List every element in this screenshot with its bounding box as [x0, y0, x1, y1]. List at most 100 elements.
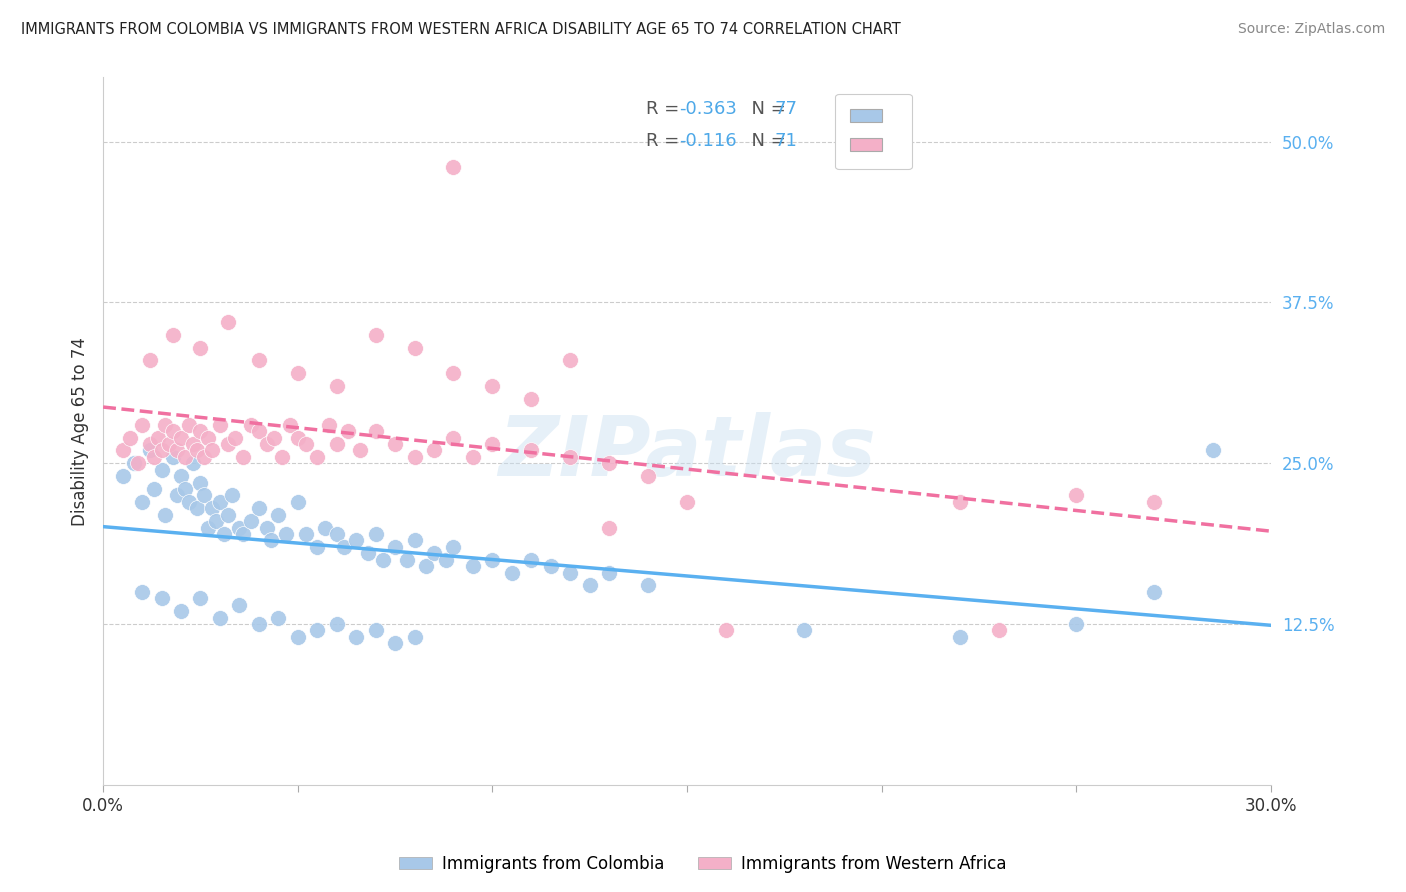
Point [325, 379, 347, 393]
Point [201, 443, 224, 458]
Legend: Immigrants from Colombia, Immigrants from Western Africa: Immigrants from Colombia, Immigrants fro… [392, 848, 1014, 880]
Point [208, 610, 231, 624]
Point [337, 424, 360, 438]
Text: R =: R = [647, 100, 685, 119]
Point [205, 514, 228, 528]
Point [256, 520, 278, 534]
Point [423, 443, 446, 458]
Point [212, 527, 235, 541]
Point [256, 437, 278, 451]
Point [676, 495, 699, 509]
Point [263, 431, 285, 445]
Point [162, 424, 184, 438]
Text: N =: N = [740, 132, 792, 150]
Point [404, 450, 426, 464]
Point [267, 508, 290, 522]
Point [364, 527, 387, 541]
Point [170, 604, 193, 618]
Point [166, 488, 188, 502]
Point [443, 161, 465, 175]
Point [307, 450, 329, 464]
Point [170, 431, 193, 445]
Point [987, 624, 1010, 638]
Point [170, 469, 193, 483]
Text: Source: ZipAtlas.com: Source: ZipAtlas.com [1237, 22, 1385, 37]
Point [793, 624, 815, 638]
Point [142, 482, 165, 496]
Point [186, 501, 208, 516]
Point [131, 585, 153, 599]
Point [224, 431, 246, 445]
Point [461, 450, 484, 464]
Point [349, 443, 371, 458]
Point [240, 514, 263, 528]
Point [208, 495, 231, 509]
Point [217, 437, 239, 451]
Point [395, 552, 418, 566]
Point [364, 424, 387, 438]
Point [247, 353, 270, 368]
Point [166, 443, 188, 458]
Point [404, 630, 426, 644]
Point [155, 417, 177, 432]
Point [217, 508, 239, 522]
Point [259, 533, 281, 548]
Point [384, 540, 406, 554]
Point [146, 431, 169, 445]
Point [481, 437, 503, 451]
Point [271, 450, 294, 464]
Point [150, 443, 173, 458]
Point [177, 495, 200, 509]
Point [1201, 443, 1223, 458]
Point [307, 624, 329, 638]
Point [598, 456, 620, 470]
Point [267, 610, 290, 624]
Point [384, 636, 406, 650]
Point [190, 591, 212, 606]
Point [423, 546, 446, 560]
Point [637, 578, 659, 592]
Point [139, 353, 162, 368]
Point [443, 540, 465, 554]
Point [287, 495, 309, 509]
Point [481, 552, 503, 566]
Point [540, 559, 562, 574]
Point [193, 488, 215, 502]
Point [318, 417, 340, 432]
Point [520, 392, 543, 406]
Text: 71: 71 [775, 132, 797, 150]
Point [948, 630, 970, 644]
Point [434, 552, 457, 566]
Point [139, 437, 162, 451]
Point [307, 540, 329, 554]
Point [240, 417, 263, 432]
Point [325, 527, 347, 541]
Point [162, 450, 184, 464]
Point [578, 578, 600, 592]
Point [201, 501, 224, 516]
Point [181, 456, 204, 470]
Point [1143, 495, 1166, 509]
Point [481, 379, 503, 393]
Text: R =: R = [647, 132, 685, 150]
Point [120, 431, 142, 445]
Point [443, 366, 465, 380]
Point [325, 437, 347, 451]
Point [1143, 585, 1166, 599]
Point [150, 463, 173, 477]
Point [333, 540, 356, 554]
Point [364, 327, 387, 342]
Point [177, 417, 200, 432]
Point [404, 341, 426, 355]
Point [111, 443, 134, 458]
Point [208, 417, 231, 432]
Point [287, 366, 309, 380]
Point [364, 624, 387, 638]
Point [228, 598, 250, 612]
Point [111, 469, 134, 483]
Text: ZIPatlas: ZIPatlas [498, 412, 876, 492]
Text: 77: 77 [775, 100, 797, 119]
Point [294, 527, 316, 541]
Point [637, 469, 659, 483]
Point [139, 443, 162, 458]
